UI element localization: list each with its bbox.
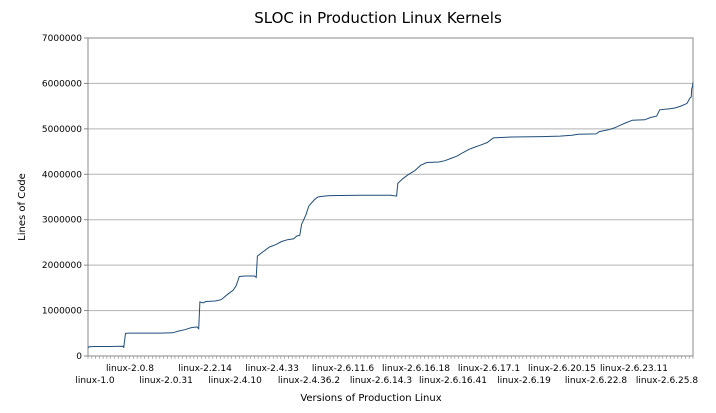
y-tick-label: 7000000 [42,34,82,44]
series-line [87,82,694,349]
x-axis-ticks: linux-2.0.8 linux-2.2.14 linux-2.4.33 linux… [75,356,698,386]
x-tick-label: linux-2.6.16.41 [419,376,487,386]
x-tick-label: linux-2.0.31 [139,376,193,386]
y-tick-label: 5000000 [42,125,82,135]
x-tick-label: linux-2.0.8 [106,364,154,374]
x-tick-label: linux-2.6.22.8 [565,376,627,386]
y-tick-label: 6000000 [42,79,82,89]
y-axis-ticks: 0 1000000 2000000 3000000 4000000 5000000 6000… [42,34,88,362]
y-tick-label: 0 [76,352,82,362]
x-tick-label: linux-2.2.14 [178,364,232,374]
x-tick-label: linux-2.4.33 [245,364,299,374]
x-tick-label: linux-2.6.25.8 [636,376,698,386]
y-tick-label: 2000000 [42,261,82,271]
x-tick-label: linux-1.0 [75,376,115,386]
y-tick-label: 3000000 [42,216,82,226]
y-axis-label: Lines of Code [17,173,28,241]
grid-lines [88,37,693,357]
x-tick-label: linux-2.4.36.2 [278,376,340,386]
x-tick-label: linux-2.6.16.18 [382,364,450,374]
y-tick-label: 4000000 [42,170,82,180]
x-tick-label: linux-2.6.19 [497,376,551,386]
chart-title: SLOC in Production Linux Kernels [254,9,502,27]
x-tick-label: linux-2.6.23.11 [600,364,668,374]
x-tick-label: linux-2.6.17.1 [458,364,520,374]
y-tick-label: 1000000 [42,307,82,317]
x-tick-label: linux-2.6.11.6 [312,364,374,374]
x-axis-label: Versions of Production Linux [300,393,441,404]
x-tick-label: linux-2.6.14.3 [350,376,412,386]
x-tick-label: linux-2.4.10 [208,376,262,386]
plot-area-frame [87,37,694,357]
x-tick-label: linux-2.6.20.15 [528,364,596,374]
